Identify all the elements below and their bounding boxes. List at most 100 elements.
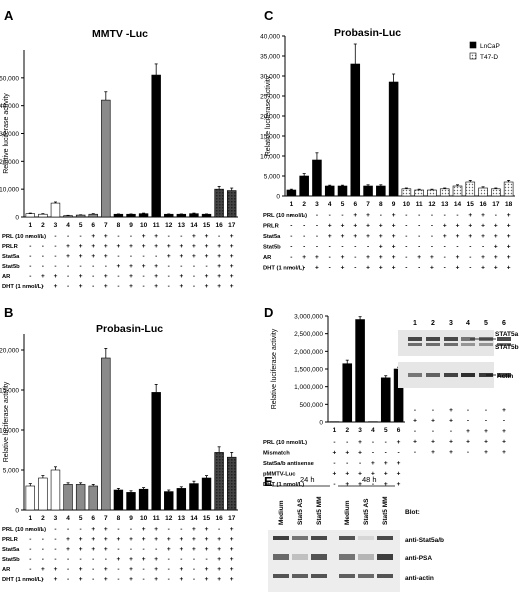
chart-b-category-label: 10 bbox=[140, 515, 148, 522]
chart-d-bar bbox=[368, 421, 378, 423]
chart-a-category-label: 11 bbox=[153, 222, 160, 229]
chart-a-category-label: 5 bbox=[79, 222, 83, 229]
chart-b-condition-label: DHT (1 nmol/L) bbox=[2, 577, 43, 583]
chart-c-condition-mark: - bbox=[456, 212, 458, 219]
blot-d-lane-number: 3 bbox=[449, 320, 453, 327]
chart-d-condition-mark: + bbox=[371, 471, 375, 478]
chart-d-condition-mark: + bbox=[384, 481, 388, 488]
chart-c-condition-mark: - bbox=[303, 265, 305, 272]
chart-c-category-label: 16 bbox=[479, 201, 487, 208]
chart-c-condition-mark: - bbox=[405, 254, 407, 261]
chart-title-c: Probasin-Luc bbox=[334, 27, 402, 39]
chart-b-condition-mark: - bbox=[168, 576, 170, 583]
chart-c-condition-mark: + bbox=[392, 265, 396, 272]
chart-b-condition-mark: + bbox=[104, 536, 108, 543]
chart-d-y-tick-label: 1,000,000 bbox=[294, 384, 323, 391]
chart-a-y-tick-label: 10,000 bbox=[0, 187, 19, 194]
chart-a-condition-mark: + bbox=[104, 253, 108, 260]
chart-a-category-label: 6 bbox=[91, 222, 95, 229]
chart-a-condition-mark: - bbox=[92, 283, 94, 290]
chart-d-y-tick-label: 500,000 bbox=[300, 402, 324, 409]
chart-c-y-tick-label: 35,000 bbox=[260, 54, 280, 61]
chart-c-condition-mark: - bbox=[341, 212, 343, 219]
chart-b-condition-mark: + bbox=[230, 546, 234, 553]
chart-c-condition-mark: + bbox=[456, 223, 460, 230]
chart-b-condition-mark: - bbox=[67, 576, 69, 583]
chart-c-y-tick-label: 10,000 bbox=[260, 154, 280, 161]
panel-letter-c: C bbox=[264, 8, 274, 23]
chart-c-condition-mark: - bbox=[354, 254, 356, 261]
chart-a-condition-mark: - bbox=[67, 273, 69, 280]
chart-b-condition-mark: - bbox=[29, 566, 31, 573]
chart-b-condition-mark: + bbox=[154, 566, 158, 573]
chart-a-condition-mark: + bbox=[66, 243, 70, 250]
chart-b-y-tick-label: 5,000 bbox=[3, 468, 20, 475]
chart-a-condition-mark: - bbox=[130, 233, 132, 240]
chart-b-condition-mark: + bbox=[91, 536, 95, 543]
chart-a-condition-mark: + bbox=[104, 273, 108, 280]
chart-b-condition-mark: + bbox=[179, 566, 183, 573]
chart-b-condition-label: Stat5b bbox=[2, 557, 20, 563]
chart-c-category-label: 11 bbox=[416, 201, 423, 208]
blot-d-actin-band bbox=[408, 373, 422, 377]
chart-c-condition-mark: - bbox=[444, 254, 446, 261]
chart-b-condition-mark: + bbox=[192, 546, 196, 553]
chart-c-condition-mark: + bbox=[494, 233, 498, 240]
panel-letter-a: A bbox=[4, 8, 14, 23]
chart-a-y-tick-label: 40,000 bbox=[0, 103, 19, 110]
chart-c-condition-mark: + bbox=[507, 244, 511, 251]
blot-d-condition-mark: + bbox=[413, 439, 417, 446]
chart-b-category-label: 1 bbox=[28, 515, 32, 522]
chart-b-condition-mark: + bbox=[104, 546, 108, 553]
chart-c-condition-mark: + bbox=[315, 254, 319, 261]
chart-b-condition-label: Stat5a bbox=[2, 547, 20, 553]
chart-b-condition-mark: - bbox=[143, 566, 145, 573]
chart-a-category-label: 3 bbox=[54, 222, 58, 229]
chart-c-condition-mark: - bbox=[303, 233, 305, 240]
chart-b-condition-mark: - bbox=[54, 546, 56, 553]
chart-a-condition-mark: - bbox=[117, 273, 119, 280]
chart-d-condition-mark: - bbox=[385, 439, 387, 446]
chart-c-category-label: 7 bbox=[366, 201, 370, 208]
chart-b-condition-mark: - bbox=[42, 546, 44, 553]
blot-d-actin-band bbox=[497, 373, 511, 377]
chart-b-condition-mark: + bbox=[117, 536, 121, 543]
chart-a-condition-mark: - bbox=[180, 263, 182, 270]
chart-a-condition-mark: - bbox=[42, 263, 44, 270]
chart-a-condition-mark: - bbox=[54, 263, 56, 270]
chart-c-condition-mark: + bbox=[341, 223, 345, 230]
chart-b-condition-mark: + bbox=[104, 526, 108, 533]
chart-b-condition-label: PRLR bbox=[2, 537, 19, 543]
chart-a-condition-mark: + bbox=[79, 243, 83, 250]
blot-d-condition-mark: + bbox=[502, 439, 506, 446]
chart-b-condition-mark: - bbox=[180, 556, 182, 563]
blot-e-band bbox=[377, 536, 393, 540]
chart-c-condition-mark: + bbox=[443, 233, 447, 240]
chart-c-condition-label: PRLR bbox=[263, 224, 280, 230]
chart-b-condition-mark: - bbox=[193, 576, 195, 583]
chart-c-condition-mark: - bbox=[290, 244, 292, 251]
chart-a-category-label: 8 bbox=[117, 222, 121, 229]
chart-c-y-tick-label: 5,000 bbox=[264, 174, 281, 181]
chart-b-category-label: 2 bbox=[41, 515, 45, 522]
chart-c-condition-mark: - bbox=[405, 223, 407, 230]
chart-d-condition-mark: + bbox=[345, 481, 349, 488]
chart-b-condition-mark: - bbox=[67, 566, 69, 573]
chart-a-condition-mark: + bbox=[230, 233, 234, 240]
blot-d-stat5a-band bbox=[497, 337, 511, 341]
blot-d-condition-mark: + bbox=[449, 407, 453, 414]
chart-b-category-label: 7 bbox=[104, 515, 108, 522]
chart-c-condition-mark: - bbox=[431, 212, 433, 219]
blot-e-row-label: anti-Stat5a/b bbox=[405, 537, 444, 544]
chart-d-y-tick-label: 0 bbox=[319, 420, 323, 427]
chart-c-condition-mark: - bbox=[303, 244, 305, 251]
chart-c-category-label: 18 bbox=[505, 201, 513, 208]
chart-b-condition-mark: - bbox=[130, 526, 132, 533]
chart-c-condition-mark: - bbox=[303, 223, 305, 230]
chart-b-condition-mark: - bbox=[168, 556, 170, 563]
chart-a-condition-mark: + bbox=[179, 243, 183, 250]
chart-b-category-label: 8 bbox=[117, 515, 121, 522]
chart-a-condition-mark: + bbox=[104, 243, 108, 250]
chart-b-condition-mark: + bbox=[66, 546, 70, 553]
chart-a-condition-mark: + bbox=[205, 233, 209, 240]
